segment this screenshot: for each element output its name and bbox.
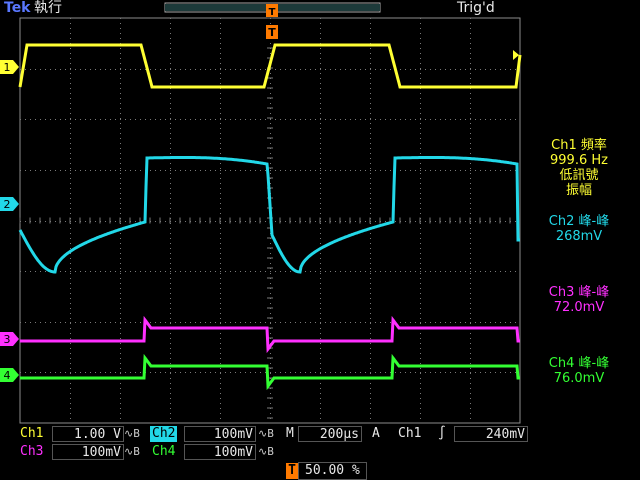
measurement-note: 振幅 <box>565 183 592 198</box>
measurement-label: Ch4 峰-峰 <box>548 356 610 371</box>
trigger-record-marker: T <box>266 4 278 18</box>
measurement-note: 低訊號 <box>559 168 599 183</box>
trigger-mode: A <box>372 426 380 441</box>
trigger-marker-label: T <box>268 26 276 39</box>
ch1-marker-label: 1 <box>4 61 11 74</box>
trigger-level[interactable]: 240mV <box>454 426 528 442</box>
ch3-label[interactable]: Ch3 <box>20 444 44 459</box>
measurement-label: Ch2 峰-峰 <box>548 214 610 229</box>
ch3-scale[interactable]: 100mV <box>52 444 124 460</box>
timebase-label: M <box>286 426 294 441</box>
measurement-label: Ch3 峰-峰 <box>548 285 610 300</box>
ch2-waveform <box>18 156 520 274</box>
trigger-slope-icon: ∫ <box>438 426 446 441</box>
ch1-label[interactable]: Ch1 <box>20 426 44 441</box>
ch4-waveform <box>20 353 520 391</box>
ch3-marker[interactable]: 3 <box>0 332 19 346</box>
trigger-state: Trig'd <box>457 0 495 16</box>
measurement-ch2-peak: Ch2 峰-峰 268mV <box>524 214 634 244</box>
measurement-label: Ch1 頻率 <box>551 138 607 153</box>
ch2-scale[interactable]: 100mV <box>184 426 256 442</box>
measurement-value: 268mV <box>555 229 603 244</box>
ch2-marker[interactable]: 2 <box>0 197 19 211</box>
ch4-marker[interactable]: 4 <box>0 368 19 382</box>
ch2-bandwidth-icon: ∿B <box>258 427 274 440</box>
measurement-value: 72.0mV <box>553 300 605 315</box>
ch3-marker-label: 3 <box>4 333 11 346</box>
measurement-ch4-peak: Ch4 峰-峰 76.0mV <box>524 356 634 386</box>
trigger-record-label: T <box>269 7 276 18</box>
measurement-value: 999.6 Hz <box>550 153 608 168</box>
status-row-2: Ch3 100mV ∿B Ch4 100mV ∿B <box>0 444 640 460</box>
measurement-ch3-peak: Ch3 峰-峰 72.0mV <box>524 285 634 315</box>
measurement-ch1-frequency: Ch1 頻率 999.6 Hz 低訊號 振幅 <box>524 138 634 198</box>
ch4-marker-label: 4 <box>4 369 11 382</box>
trigger-position-readout[interactable]: T 50.00 % <box>286 462 367 480</box>
ch1-bandwidth-icon: ∿B <box>124 427 140 440</box>
ch3-bandwidth-icon: ∿B <box>124 445 140 458</box>
trigger-source[interactable]: Ch1 <box>398 426 422 441</box>
ch4-bandwidth-icon: ∿B <box>258 445 274 458</box>
trigger-level-arrow[interactable] <box>513 50 519 60</box>
ch4-scale[interactable]: 100mV <box>184 444 256 460</box>
ch2-marker-label: 2 <box>4 198 11 211</box>
status-row-1: Ch1 1.00 V ∿B Ch2 100mV ∿B M 200µs A Ch1… <box>0 426 640 442</box>
measurement-value: 76.0mV <box>553 371 605 386</box>
ch2-label[interactable]: Ch2 <box>150 426 178 442</box>
trigger-position-icon: T <box>286 463 298 479</box>
run-state: 執行 <box>34 0 62 16</box>
ch3-waveform <box>20 315 520 354</box>
ch1-waveform <box>18 43 522 89</box>
ch4-label[interactable]: Ch4 <box>152 444 176 459</box>
ch1-scale[interactable]: 1.00 V <box>52 426 124 442</box>
trigger-position-value: 50.00 % <box>298 462 367 480</box>
trigger-position-marker[interactable]: T <box>266 25 278 39</box>
ch1-marker[interactable]: 1 <box>0 60 19 74</box>
brand-logo: Tek <box>4 0 31 16</box>
graticule-grid <box>19 17 516 419</box>
timebase-scale[interactable]: 200µs <box>298 426 362 442</box>
